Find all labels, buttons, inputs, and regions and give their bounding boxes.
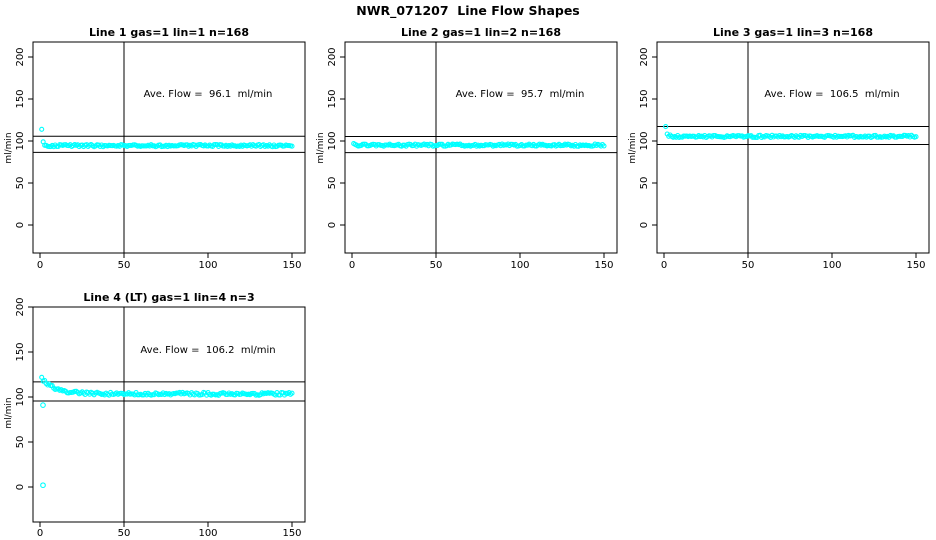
reference-lines — [657, 42, 929, 253]
svg-text:200: 200 — [15, 47, 26, 66]
figure-title: NWR_071207 Line Flow Shapes — [356, 3, 580, 18]
svg-text:150: 150 — [639, 89, 650, 108]
svg-text:100: 100 — [639, 131, 650, 150]
y-axis-ticks: 0 50 100 150 200 — [15, 47, 33, 228]
x-axis-ticks: 0 50 100 150 — [349, 253, 614, 271]
svg-text:150: 150 — [327, 89, 338, 108]
x-axis-ticks: 0 50 100 150 — [661, 253, 926, 271]
ave-flow-annotation-line3: Ave. Flow = 106.5 ml/min — [764, 89, 900, 100]
y-axis-label-line1: ml/min — [4, 132, 14, 164]
svg-text:150: 150 — [906, 260, 925, 271]
svg-text:50: 50 — [742, 260, 755, 271]
plot-canvas-line3: 0 50 100 150 0 50 100 150 200 — [639, 41, 930, 271]
svg-text:100: 100 — [198, 260, 217, 271]
svg-text:50: 50 — [639, 177, 650, 190]
plot-canvas-line1: 0 50 100 150 0 50 100 150 200 — [15, 41, 306, 271]
svg-text:150: 150 — [15, 89, 26, 108]
svg-text:50: 50 — [327, 177, 338, 190]
svg-text:0: 0 — [37, 260, 43, 271]
ave-flow-annotation-line1: Ave. Flow = 96.1 ml/min — [143, 89, 273, 100]
y-axis-ticks: 0 50 100 150 200 — [15, 297, 33, 490]
svg-text:50: 50 — [430, 260, 443, 271]
reference-lines — [33, 307, 305, 522]
svg-text:50: 50 — [118, 528, 131, 539]
svg-text:100: 100 — [327, 131, 338, 150]
svg-text:100: 100 — [15, 131, 26, 150]
plot-frame — [32, 41, 306, 254]
subplot-title-line3: Line 3 gas=1 lin=3 n=168 — [712, 26, 873, 39]
svg-text:100: 100 — [198, 528, 217, 539]
svg-text:0: 0 — [639, 222, 650, 228]
subplot-title-line1: Line 1 gas=1 lin=1 n=168 — [88, 26, 249, 39]
svg-text:0: 0 — [37, 528, 43, 539]
subplot-line3: 0 50 100 150 0 50 100 150 200 Line 3 gas=1 lin=3… — [624, 18, 936, 280]
svg-text:50: 50 — [118, 260, 131, 271]
svg-text:200: 200 — [327, 47, 338, 66]
svg-text:100: 100 — [15, 387, 26, 406]
y-axis-label-line4: ml/min — [4, 397, 14, 429]
data-points — [39, 374, 295, 489]
y-axis-ticks: 0 50 100 150 200 — [327, 47, 345, 228]
ave-flow-annotation-line4: Ave. Flow = 106.2 ml/min — [140, 345, 276, 356]
svg-text:200: 200 — [15, 297, 26, 316]
svg-text:50: 50 — [15, 177, 26, 190]
svg-text:150: 150 — [282, 260, 301, 271]
data-points — [663, 124, 919, 141]
x-axis-ticks: 0 50 100 150 — [37, 253, 302, 271]
svg-text:150: 150 — [594, 260, 613, 271]
y-axis-ticks: 0 50 100 150 200 — [639, 47, 657, 228]
subplot-title-line4: Line 4 (LT) gas=1 lin=4 n=3 — [83, 291, 255, 304]
data-points — [39, 126, 295, 150]
svg-text:100: 100 — [510, 260, 529, 271]
svg-text:150: 150 — [15, 342, 26, 361]
svg-text:0: 0 — [15, 484, 26, 490]
data-points — [351, 141, 607, 149]
svg-text:100: 100 — [822, 260, 841, 271]
svg-text:0: 0 — [661, 260, 667, 271]
subplot-title-line2: Line 2 gas=1 lin=2 n=168 — [400, 26, 561, 39]
plot-frame — [32, 306, 306, 523]
y-axis-label-line3: ml/min — [628, 132, 638, 164]
svg-text:0: 0 — [327, 222, 338, 228]
svg-text:0: 0 — [15, 222, 26, 228]
plot-canvas-line4: 0 50 100 150 0 50 100 150 200 — [15, 297, 306, 539]
subplot-line4: 0 50 100 150 0 50 100 150 200 Line 4 (LT) gas=1 … — [0, 283, 312, 540]
svg-text:200: 200 — [639, 47, 650, 66]
subplot-line1: 0 50 100 150 0 50 100 150 200 Line 1 gas=1 lin=1… — [0, 18, 312, 280]
svg-text:0: 0 — [349, 260, 355, 271]
x-axis-ticks: 0 50 100 150 — [37, 522, 302, 539]
svg-text:50: 50 — [15, 436, 26, 449]
subplot-line2: 0 50 100 150 0 50 100 150 200 Line 2 gas=1 lin=2… — [312, 18, 624, 280]
y-axis-label-line2: ml/min — [316, 132, 326, 164]
plot-canvas-line2: 0 50 100 150 0 50 100 150 200 — [327, 41, 618, 271]
plot-frame — [344, 41, 618, 254]
plot-frame — [656, 41, 930, 254]
svg-text:150: 150 — [282, 528, 301, 539]
ave-flow-annotation-line2: Ave. Flow = 95.7 ml/min — [455, 89, 585, 100]
